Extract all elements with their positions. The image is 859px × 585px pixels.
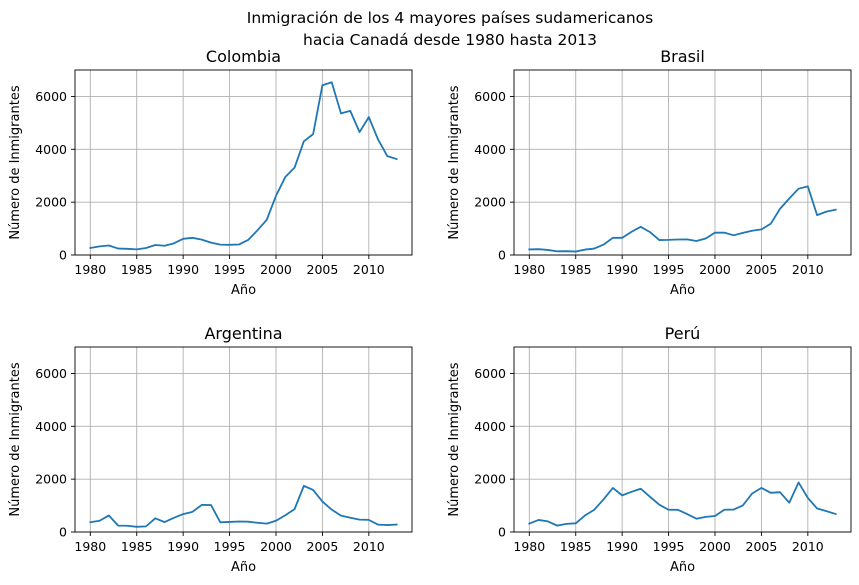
panel-title: Argentina xyxy=(204,324,282,343)
x-tick-label: 1985 xyxy=(560,262,592,277)
y-tick-label: 2000 xyxy=(35,195,67,210)
chart-panel-brasil: 1980 1985 1990 1995 2000 2005 2010 0 2000 4000 600… xyxy=(447,47,851,298)
chart-panel-peru: 1980 1985 1990 1995 2000 2005 2010 0 2000 4000 600… xyxy=(447,324,851,575)
x-tick-label: 1990 xyxy=(606,262,638,277)
x-tick-label: 1995 xyxy=(653,262,685,277)
y-axis-label: Número de Inmigrantes xyxy=(447,362,462,516)
y-axis-label: Número de Inmigrantes xyxy=(8,85,23,239)
y-axis-label: Número de Inmigrantes xyxy=(447,85,462,239)
x-tick-label: 1980 xyxy=(513,262,545,277)
x-axis-label: Año xyxy=(231,560,256,575)
x-axis-label: Año xyxy=(231,283,256,298)
x-tick-label: 1990 xyxy=(167,262,199,277)
x-axis-label: Año xyxy=(670,283,695,298)
series-line-peru xyxy=(529,482,835,525)
y-axis-label: Número de Inmigrantes xyxy=(8,362,23,516)
figure-title-line-1: Inmigración de los 4 mayores países suda… xyxy=(247,9,654,27)
chart-panel-colombia: 1980 1985 1990 1995 2000 2005 2010 0 2000 4000 600… xyxy=(8,47,412,298)
x-tick-label: 2010 xyxy=(792,539,824,554)
x-tick-label: 1990 xyxy=(167,539,199,554)
x-tick-label: 1985 xyxy=(121,539,153,554)
y-tick-label: 0 xyxy=(498,248,506,263)
panel-title: Colombia xyxy=(206,47,281,66)
x-tick-label: 2005 xyxy=(307,539,339,554)
y-tick-label: 2000 xyxy=(35,472,67,487)
y-tick-label: 0 xyxy=(59,248,67,263)
y-tick-label: 4000 xyxy=(474,142,506,157)
y-tick-label: 0 xyxy=(59,525,67,540)
x-tick-label: 2010 xyxy=(353,262,385,277)
y-tick-label: 6000 xyxy=(474,89,506,104)
plot-frame xyxy=(75,70,412,255)
y-tick-label: 6000 xyxy=(35,89,67,104)
x-tick-label: 2000 xyxy=(699,539,731,554)
chart-panel-argentina: 1980 1985 1990 1995 2000 2005 2010 0 2000 4000 600… xyxy=(8,324,412,575)
figure-title-line-2: hacia Canadá desde 1980 hasta 2013 xyxy=(303,31,597,49)
x-tick-label: 1995 xyxy=(214,539,246,554)
x-tick-label: 2010 xyxy=(353,539,385,554)
y-tick-label: 2000 xyxy=(474,472,506,487)
plot-frame xyxy=(514,70,851,255)
x-tick-label: 1980 xyxy=(74,539,106,554)
y-tick-label: 2000 xyxy=(474,195,506,210)
x-tick-label: 2000 xyxy=(260,539,292,554)
x-tick-label: 1995 xyxy=(214,262,246,277)
x-axis-label: Año xyxy=(670,560,695,575)
x-tick-label: 2005 xyxy=(746,539,778,554)
y-tick-label: 0 xyxy=(498,525,506,540)
x-tick-label: 1985 xyxy=(121,262,153,277)
x-tick-label: 1995 xyxy=(653,539,685,554)
x-tick-label: 2000 xyxy=(699,262,731,277)
series-line-colombia xyxy=(90,82,396,249)
panel-title: Brasil xyxy=(660,47,705,66)
x-tick-label: 2005 xyxy=(746,262,778,277)
series-line-brasil xyxy=(529,186,835,251)
x-tick-label: 2000 xyxy=(260,262,292,277)
series-line-argentina xyxy=(90,486,396,527)
plot-frame xyxy=(514,347,851,532)
y-tick-label: 4000 xyxy=(35,419,67,434)
panel-title: Perú xyxy=(665,324,701,343)
x-tick-label: 1985 xyxy=(560,539,592,554)
x-tick-label: 2010 xyxy=(792,262,824,277)
y-tick-label: 6000 xyxy=(474,366,506,381)
x-tick-label: 1990 xyxy=(606,539,638,554)
x-tick-label: 1980 xyxy=(74,262,106,277)
y-tick-label: 6000 xyxy=(35,366,67,381)
x-tick-label: 2005 xyxy=(307,262,339,277)
y-tick-label: 4000 xyxy=(474,419,506,434)
y-tick-label: 4000 xyxy=(35,142,67,157)
plot-frame xyxy=(75,347,412,532)
x-tick-label: 1980 xyxy=(513,539,545,554)
